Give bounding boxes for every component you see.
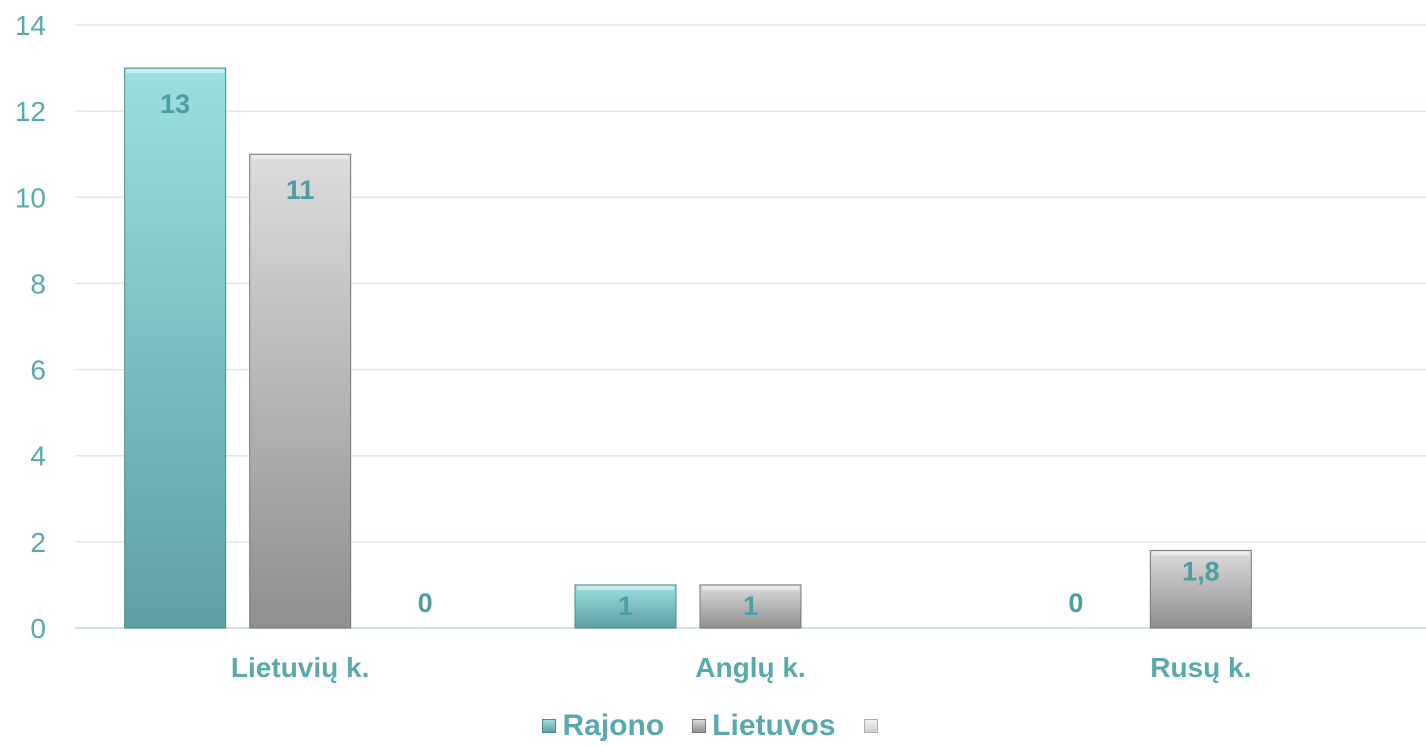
legend: Rajono Lietuvos (0, 706, 1426, 746)
y-tick-label: 6 (30, 355, 46, 386)
data-label: 1 (618, 591, 633, 621)
bar (249, 153, 352, 629)
y-tick-label: 0 (30, 613, 46, 644)
data-label: 0 (418, 588, 433, 618)
y-tick-label: 8 (30, 268, 46, 299)
bar-highlight (1152, 551, 1250, 556)
legend-label-rajono: Rajono (562, 709, 665, 742)
x-category-label: Anglų k. (695, 652, 805, 683)
bar-highlight (702, 585, 799, 590)
x-category-label: Rusų k. (1150, 652, 1251, 683)
legend-item-third (863, 719, 884, 733)
bar (1149, 549, 1252, 629)
bar-highlight (251, 155, 349, 160)
data-label: 1,8 (1182, 556, 1220, 586)
y-tick-label: 14 (15, 10, 46, 41)
y-tick-label: 2 (30, 527, 46, 558)
legend-swatch-third (863, 719, 878, 733)
bars (124, 67, 1252, 629)
y-tick-label: 12 (15, 96, 46, 127)
legend-swatch-lietuvos (692, 719, 707, 733)
y-axis-ticks: 0 2 4 6 8 10 12 14 (15, 10, 46, 644)
bar-highlight (577, 585, 674, 590)
bar-highlight (126, 69, 224, 74)
legend-swatch-rajono (542, 719, 557, 733)
bar (574, 584, 677, 629)
data-label: 13 (160, 89, 190, 119)
legend-label-lietuvos: Lietuvos (712, 709, 836, 742)
y-tick-label: 10 (15, 182, 46, 213)
x-axis-categories: Lietuvių k. Anglų k. Rusų k. (231, 652, 1251, 683)
data-label: 1 (743, 591, 758, 621)
y-tick-label: 4 (30, 441, 46, 472)
bar (699, 584, 802, 629)
legend-item-rajono: Rajono (542, 709, 664, 743)
legend-item-lietuvos: Lietuvos (692, 709, 836, 743)
data-label: 0 (1068, 588, 1083, 618)
data-label: 11 (286, 175, 315, 205)
bar (124, 67, 227, 629)
x-category-label: Lietuvių k. (231, 652, 369, 683)
